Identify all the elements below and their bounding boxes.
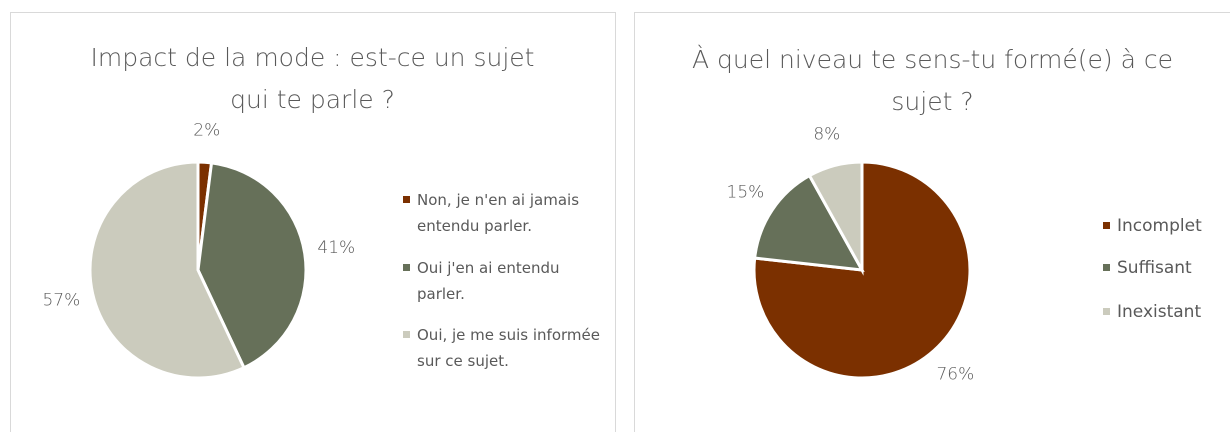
chart-title: À quel niveau te sens-tu formé(e) à ce s… [691, 45, 1174, 116]
data-label: 76% [936, 364, 974, 384]
data-label: 57% [42, 291, 80, 311]
legend-swatch [403, 331, 410, 338]
data-label: 2% [193, 120, 220, 140]
chart-frame [10, 12, 616, 432]
legend-label: Suffisant [1117, 258, 1192, 278]
legend-label: Inexistant [1117, 302, 1202, 322]
legend-swatch [1103, 308, 1110, 315]
data-label: 15% [727, 182, 765, 202]
data-label: 8% [813, 124, 840, 144]
legend-swatch [403, 264, 410, 271]
legend-entry: Incomplet [1103, 213, 1230, 239]
pie-slice [807, 160, 864, 276]
legend-entry: Oui, je me suis informée sur ce sujet. [403, 322, 612, 374]
pie-slice [196, 161, 308, 370]
legend-entry: Inexistant [1103, 299, 1230, 325]
legend-entry: Suffisant [1103, 255, 1230, 281]
page: Impact de la mode : est-ce un sujet qui … [10, 12, 1230, 432]
pie-slice [88, 160, 246, 380]
chart-frame [634, 12, 1230, 432]
legend-swatch [1103, 222, 1110, 229]
legend-swatch [1103, 264, 1110, 271]
chart-title: Impact de la mode : est-ce un sujet qui … [90, 43, 535, 114]
legend-entry: Oui j'en ai entendu parler. [403, 255, 612, 307]
legend-swatch [403, 196, 410, 203]
legend-label: Incomplet [1117, 216, 1202, 236]
data-label: 41% [317, 238, 355, 258]
legend-label: Oui j'en ai entendu parler. [417, 259, 560, 303]
legend-label: Non, je n'en ai jamais entendu parler. [417, 191, 580, 235]
legend-entry: Non, je n'en ai jamais entendu parler. [403, 187, 612, 239]
pie-slice [753, 173, 865, 272]
legend-label: Oui, je me suis informée sur ce sujet. [417, 326, 600, 370]
chart: 2% 41% 57% 76% 15% 8% [42, 120, 974, 384]
